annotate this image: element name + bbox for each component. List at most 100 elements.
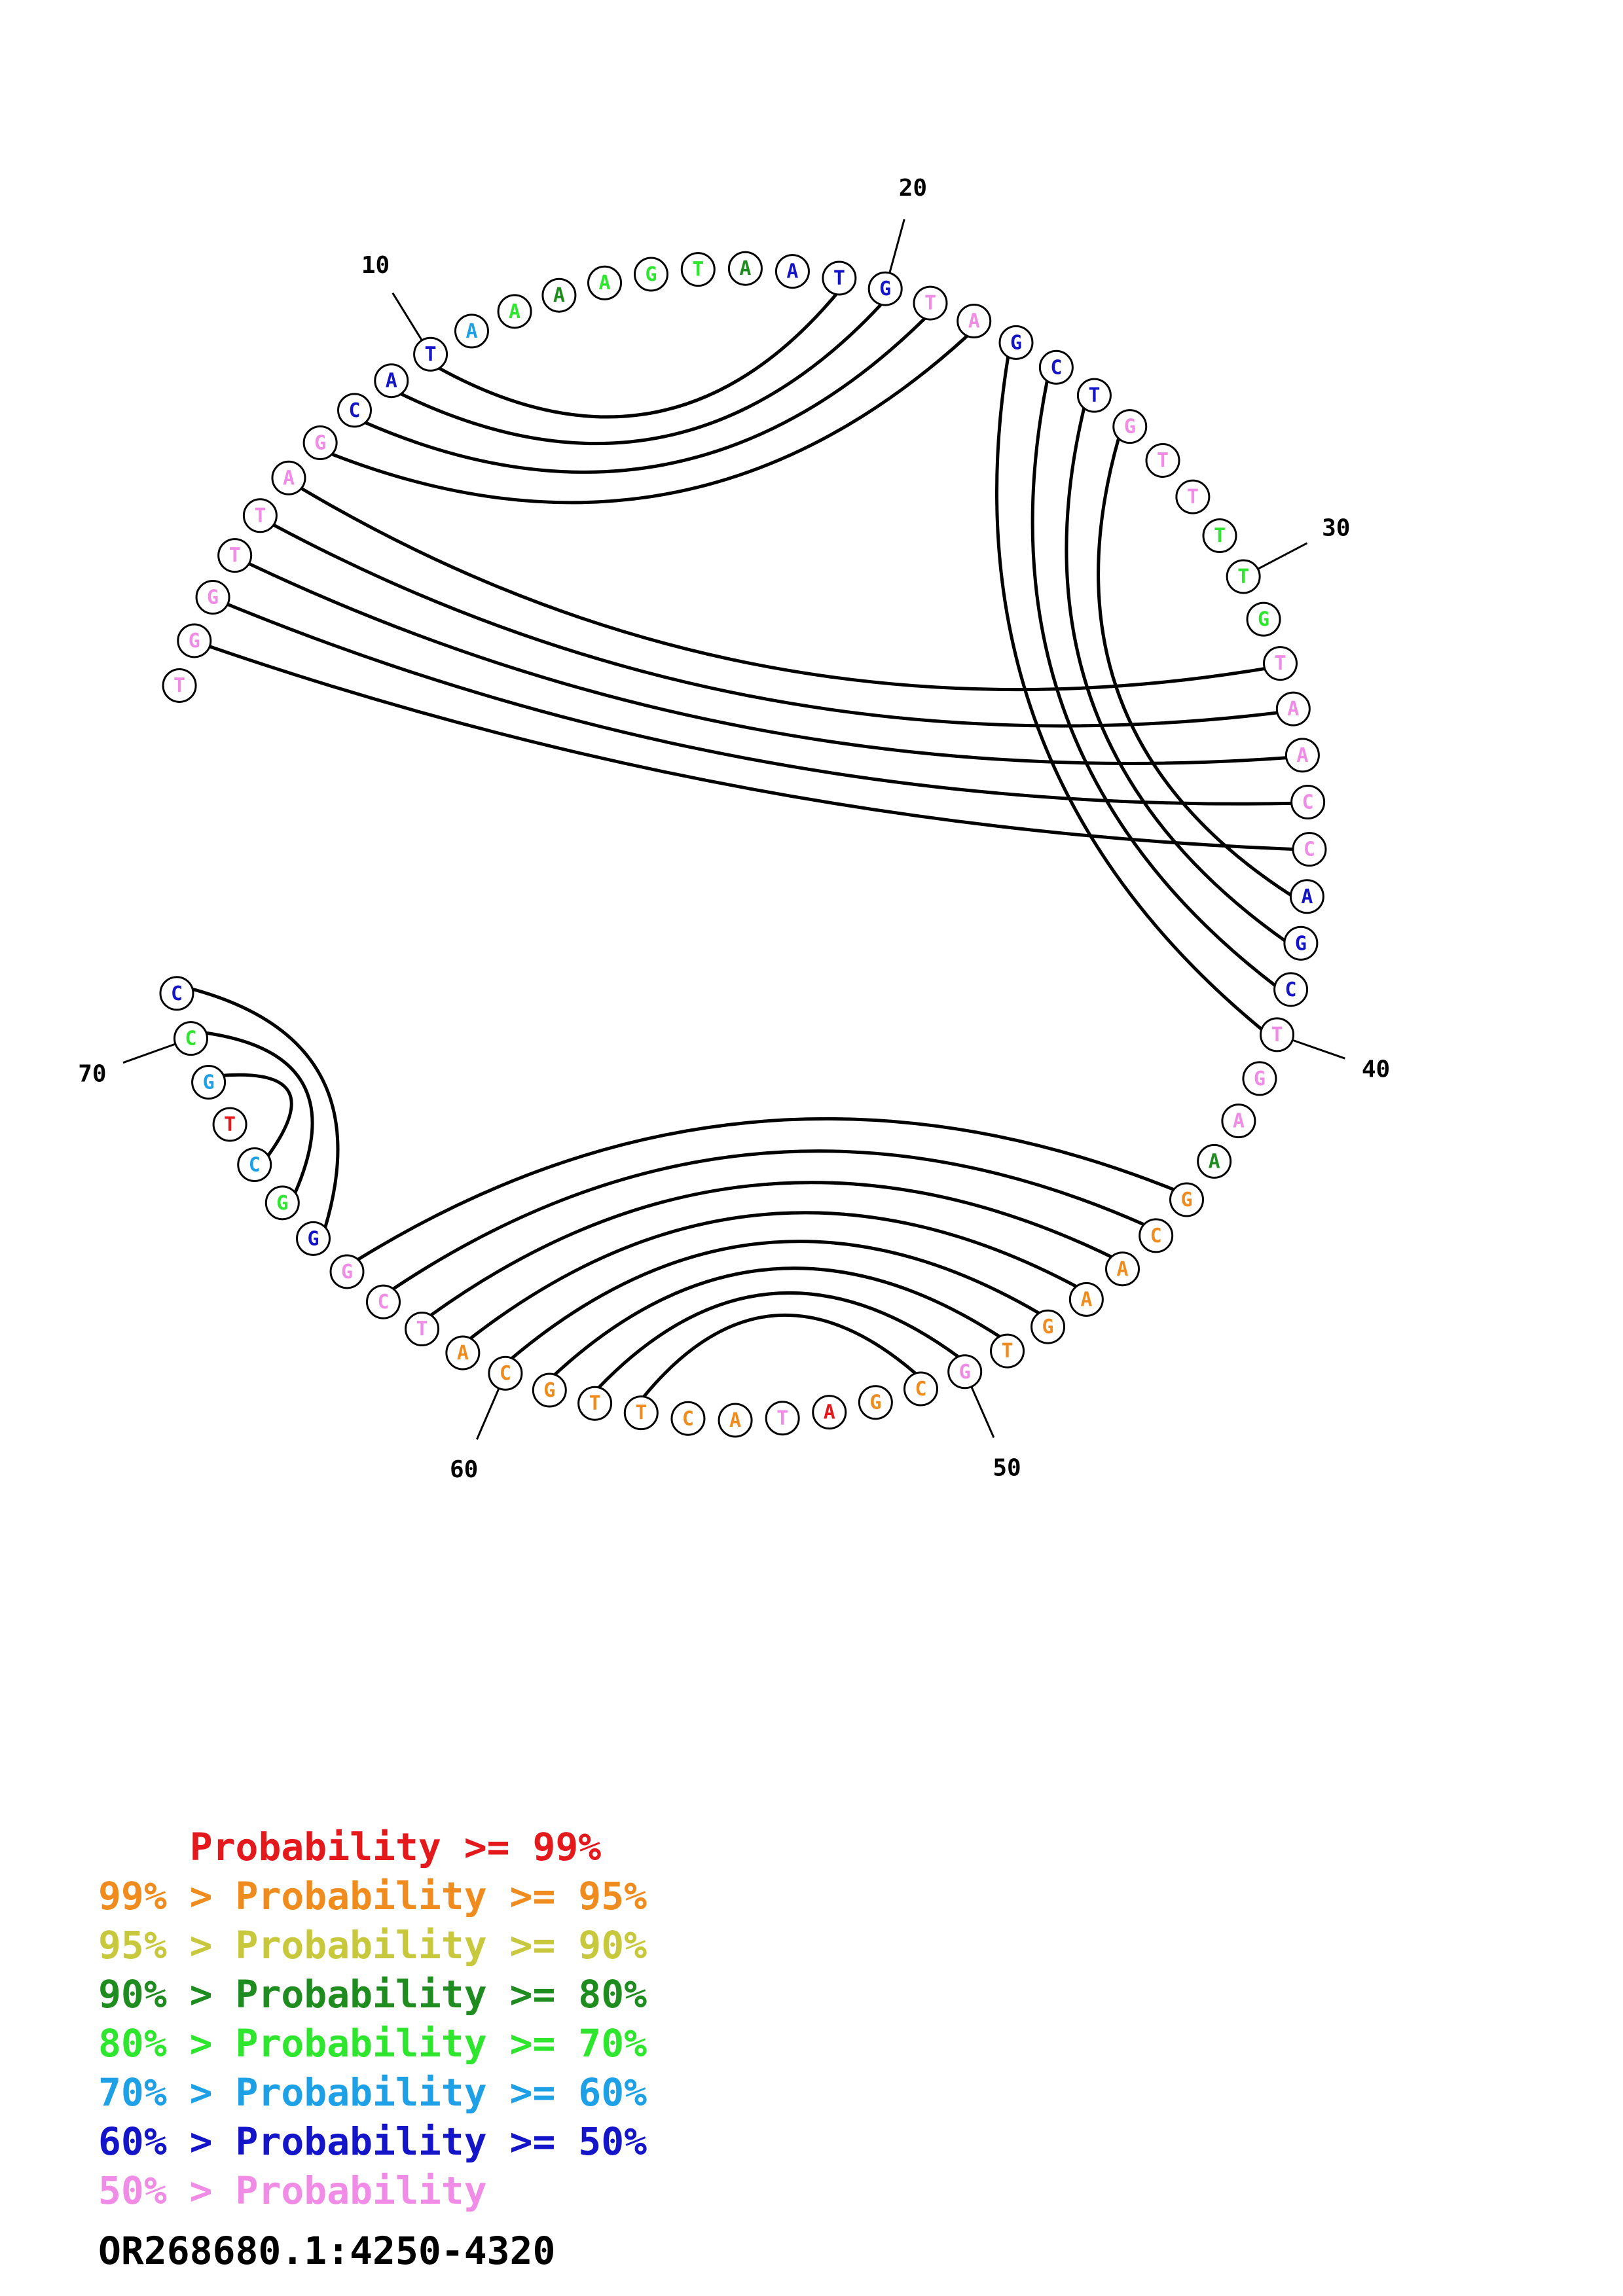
pair-arc-44-64 bbox=[357, 1117, 1175, 1261]
nucleotide-base: A bbox=[1301, 886, 1313, 908]
pair-arc-45-63 bbox=[392, 1149, 1145, 1291]
pair-arc-65-71 bbox=[192, 987, 340, 1228]
nucleotide-68: T bbox=[212, 1107, 247, 1142]
pair-arc-49-59 bbox=[553, 1266, 1001, 1376]
nucleotide-base: A bbox=[386, 370, 397, 393]
nucleotide-base: G bbox=[1254, 1067, 1266, 1090]
nucleotide-circle bbox=[159, 976, 194, 1011]
tick-label-30: 30 bbox=[1322, 515, 1350, 542]
pair-arc-9-20 bbox=[400, 303, 883, 446]
pair-arc-50-58 bbox=[597, 1291, 960, 1389]
nucleotide-base: T bbox=[1157, 449, 1169, 472]
nucleotide-base: G bbox=[189, 630, 200, 653]
nucleotide-49: T bbox=[990, 1333, 1025, 1369]
pair-arc-5-33 bbox=[272, 523, 1278, 728]
nucleotide-27: T bbox=[1145, 442, 1180, 478]
nucleotide-base: T bbox=[1271, 1024, 1283, 1047]
nucleotide-circle bbox=[903, 1371, 938, 1407]
nucleotide-base: G bbox=[1124, 416, 1136, 439]
nucleotide-circle bbox=[680, 252, 716, 287]
nucleotide-base: A bbox=[1116, 1258, 1128, 1281]
nucleotide-circle bbox=[1290, 785, 1326, 820]
nucleotide-33: A bbox=[1275, 691, 1311, 726]
pair-arc-7-22 bbox=[331, 334, 968, 505]
nucleotide-base: T bbox=[924, 292, 936, 315]
legend-row-3: 90% > Probability >= 80% bbox=[98, 1970, 647, 2019]
nucleotide-circle bbox=[1246, 601, 1281, 637]
pair-arc-67-69 bbox=[223, 1073, 293, 1157]
nucleotide-circle bbox=[947, 1354, 983, 1390]
legend-row-7: 50% > Probability bbox=[98, 2166, 647, 2215]
nucleotide-circle bbox=[1076, 378, 1112, 413]
nucleotide-circle bbox=[1275, 691, 1311, 726]
legend-row-2: 95% > Probability >= 90% bbox=[98, 1921, 647, 1970]
nucleotide-circle bbox=[162, 668, 197, 703]
tick-label-60: 60 bbox=[450, 1456, 478, 1483]
nucleotide-base: T bbox=[1002, 1340, 1013, 1363]
nucleotide-base: C bbox=[1150, 1225, 1162, 1247]
nucleotide-circle bbox=[1226, 559, 1261, 594]
nucleotide-9: A bbox=[374, 363, 409, 399]
nucleotide-32: T bbox=[1262, 646, 1298, 681]
legend-label: Probability >= 60% bbox=[235, 2070, 647, 2115]
nucleotide-43: A bbox=[1197, 1143, 1232, 1179]
nucleotide-20: G bbox=[867, 271, 903, 306]
nucleotide-base: A bbox=[1080, 1288, 1092, 1311]
nucleotide-base: T bbox=[1088, 384, 1100, 407]
pair-arc-66-70 bbox=[206, 1031, 314, 1194]
nucleotide-29: T bbox=[1202, 518, 1237, 553]
nucleotide-circle bbox=[1285, 738, 1320, 773]
nucleotide-21: T bbox=[913, 285, 948, 321]
nucleotide-4: T bbox=[217, 538, 253, 573]
nucleotide-circle bbox=[497, 294, 532, 329]
legend-row-6: 60% > Probability >= 50% bbox=[98, 2117, 647, 2166]
nucleotide-base: T bbox=[833, 267, 845, 290]
nucleotide-25: T bbox=[1076, 378, 1112, 413]
nucleotide-35: C bbox=[1290, 785, 1326, 820]
legend-prefix bbox=[98, 1825, 190, 1869]
nucleotide-circle bbox=[1145, 442, 1180, 478]
legend-prefix: 95% > bbox=[98, 1923, 236, 1967]
nucleotide-base: C bbox=[1285, 978, 1297, 1001]
nucleotide-base: T bbox=[416, 1318, 428, 1341]
pair-arc-2-36 bbox=[209, 645, 1294, 851]
nucleotide-circle bbox=[670, 1401, 706, 1436]
nucleotide-circle bbox=[374, 363, 409, 399]
nucleotide-64: G bbox=[329, 1254, 365, 1289]
nucleotide-base: A bbox=[968, 310, 980, 333]
nucleotide-69: G bbox=[191, 1065, 227, 1100]
nucleotide-36: C bbox=[1292, 832, 1327, 867]
pair-arc-25-38 bbox=[1065, 408, 1286, 942]
nucleotide-8: C bbox=[337, 393, 373, 428]
nucleotide-circle bbox=[1197, 1143, 1232, 1179]
nucleotide-58: T bbox=[577, 1386, 613, 1421]
nucleotide-base: C bbox=[1050, 356, 1062, 379]
nucleotide-base: T bbox=[1214, 524, 1226, 547]
legend-prefix: 60% > bbox=[98, 2119, 236, 2164]
nucleotide-circle bbox=[1289, 879, 1324, 914]
nucleotide-circle bbox=[765, 1401, 800, 1436]
nucleotide-circle bbox=[329, 1254, 365, 1289]
nucleotide-62: T bbox=[405, 1312, 440, 1347]
nucleotide-circle bbox=[867, 271, 903, 306]
nucleotide-base: T bbox=[173, 674, 185, 697]
nucleotide-circle bbox=[1292, 832, 1327, 867]
nucleotide-circle bbox=[957, 304, 992, 339]
nucleotide-circle bbox=[237, 1147, 272, 1183]
nucleotide-base: C bbox=[185, 1028, 196, 1050]
nucleotide-base: T bbox=[1274, 653, 1286, 675]
pair-arc-6-32 bbox=[300, 487, 1266, 692]
nucleotide-38: G bbox=[1283, 925, 1319, 961]
nucleotide-base: A bbox=[824, 1401, 835, 1424]
nucleotide-2: G bbox=[177, 623, 212, 658]
nucleotide-circle bbox=[445, 1335, 481, 1371]
nucleotide-base: T bbox=[776, 1407, 788, 1430]
nucleotide-14: A bbox=[587, 265, 623, 300]
nucleotide-39: C bbox=[1273, 972, 1309, 1007]
nucleotide-base: G bbox=[959, 1361, 971, 1384]
nucleotide-base: A bbox=[739, 257, 751, 280]
nucleotide-circle bbox=[1262, 646, 1298, 681]
nucleotide-46: A bbox=[1105, 1251, 1140, 1287]
nucleotide-3: G bbox=[195, 580, 230, 615]
